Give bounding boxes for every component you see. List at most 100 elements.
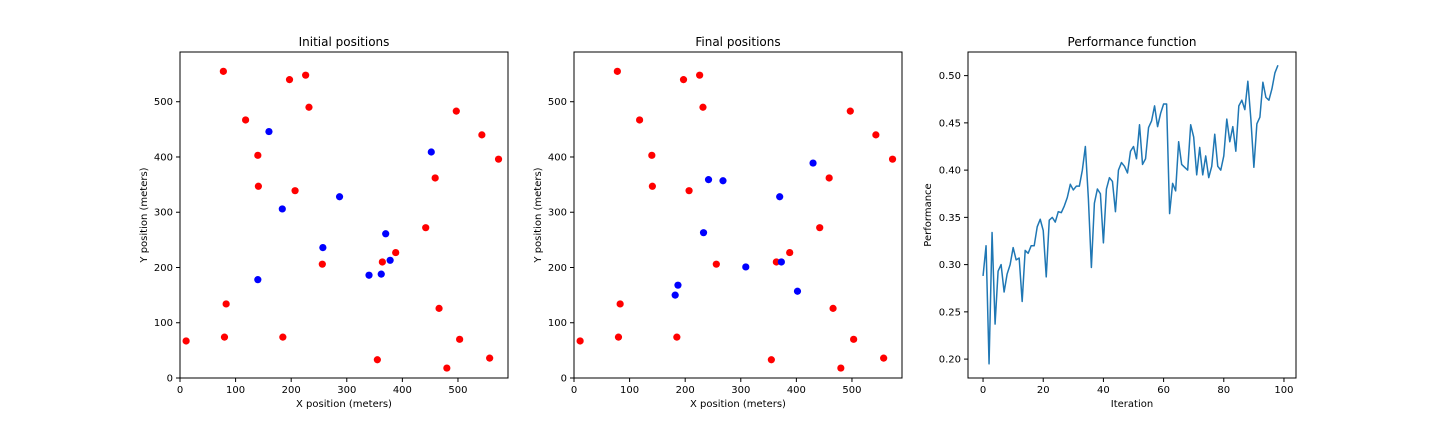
scatter-point: [478, 131, 486, 139]
scatter-point: [302, 71, 310, 79]
y-axis-label: Performance: [923, 183, 934, 246]
scatter-point: [616, 300, 624, 308]
scatter-point: [319, 244, 327, 252]
scatter-point: [679, 76, 688, 84]
scatter-point: [254, 276, 262, 284]
scatter-point: [648, 182, 656, 190]
scatter-point: [772, 258, 780, 266]
scatter-point: [613, 67, 621, 75]
scatter-point: [265, 127, 273, 136]
scatter-point: [846, 107, 854, 115]
x-tick-label: 0: [980, 385, 986, 396]
panel-title: Initial positions: [299, 35, 390, 49]
x-tick-label: 200: [676, 385, 695, 396]
y-tick-label: 200: [154, 263, 173, 274]
y-tick-label: 400: [154, 152, 173, 163]
x-axis-label: X position (meters): [296, 399, 392, 410]
x-tick-label: 20: [1037, 385, 1050, 396]
scatter-point: [850, 335, 858, 343]
scatter-point: [386, 256, 394, 264]
scatter-point: [365, 271, 373, 279]
x-tick-label: 100: [226, 385, 245, 396]
scatter-point: [880, 354, 888, 362]
scatter-point: [837, 364, 845, 372]
y-tick-label: 0.20: [939, 355, 961, 366]
panel-title: Performance function: [1068, 35, 1197, 49]
plot-frame: [179, 51, 509, 379]
x-tick-label: 300: [337, 385, 356, 396]
scatter-point: [776, 193, 784, 201]
x-axis-label: Iteration: [1111, 399, 1153, 410]
scatter-point: [888, 155, 897, 163]
x-tick-label: 0: [571, 385, 577, 396]
scatter-point: [696, 71, 704, 79]
y-axis-label: Y position (meters): [533, 167, 544, 263]
scatter-point: [786, 248, 794, 257]
scatter-point: [829, 304, 837, 312]
scatter-point: [742, 263, 750, 271]
x-tick-label: 0: [177, 385, 183, 396]
scatter-point: [674, 281, 682, 289]
y-tick-label: 0: [167, 374, 173, 385]
y-tick-label: 500: [154, 97, 173, 108]
scatter-point: [182, 337, 190, 345]
tick-group: 0 100 200 300 400 500 0 100 200 300 400 500: [548, 97, 862, 396]
scatter-point: [685, 187, 693, 195]
performance-line: [982, 64, 1279, 365]
x-tick-label: 400: [787, 385, 806, 396]
scatter-point: [335, 193, 344, 201]
scatter-point: [254, 151, 262, 159]
scatter-point: [279, 333, 287, 341]
scatter-point: [305, 103, 313, 111]
plot-frame: [573, 51, 903, 379]
scatter-point: [377, 270, 385, 278]
scatter-point: [452, 107, 460, 115]
scatter-point: [278, 205, 286, 213]
scatter-point: [614, 333, 623, 341]
y-tick-label: 0.50: [939, 71, 961, 82]
y-axis-label: Y position (meters): [139, 167, 150, 263]
scatter-point: [671, 291, 679, 299]
scatter-point: [816, 224, 824, 232]
scatter-point: [382, 230, 390, 238]
x-tick-label: 80: [1217, 385, 1230, 396]
scatter-point: [793, 287, 802, 295]
mark-group: [576, 67, 897, 372]
x-tick-label: 60: [1157, 385, 1170, 396]
scatter-point: [719, 177, 727, 185]
scatter-point: [443, 364, 451, 372]
y-tick-label: 300: [548, 208, 567, 219]
y-tick-label: 400: [548, 152, 567, 163]
scatter-point: [767, 356, 775, 364]
scatter-point: [285, 76, 294, 84]
scatter-point: [825, 174, 833, 182]
scatter-point: [636, 116, 644, 124]
x-tick-label: 200: [282, 385, 301, 396]
y-tick-label: 100: [154, 318, 173, 329]
tick-group: 0 20 40 60 80 100 0.20 0.25 0.30 0.35 0.40 0.45 0.50: [939, 71, 1294, 396]
scatter-point: [318, 260, 326, 268]
y-tick-label: 200: [548, 263, 567, 274]
scatter-point: [222, 300, 230, 308]
scatter-point: [809, 159, 817, 167]
x-tick-label: 300: [731, 385, 750, 396]
x-axis-label: X position (meters): [690, 399, 786, 410]
scatter-point: [704, 176, 713, 184]
scatter-point: [699, 229, 708, 237]
y-tick-label: 100: [548, 318, 567, 329]
scatter-point: [378, 258, 386, 266]
scatter-point: [712, 260, 720, 268]
y-tick-label: 0: [561, 374, 567, 385]
scatter-point: [456, 335, 464, 343]
scatter-point: [220, 333, 229, 341]
scatter-point: [422, 224, 430, 232]
panel-title: Final positions: [695, 35, 780, 49]
x-tick-label: 100: [620, 385, 639, 396]
scatter-point: [777, 258, 785, 266]
scatter-point: [431, 174, 439, 182]
scatter-point: [494, 155, 503, 163]
performance-function-panel: Performance function Iteration Performan…: [923, 35, 1297, 410]
y-tick-label: 500: [548, 97, 567, 108]
plot-frame: [967, 51, 1297, 379]
scatter-point: [872, 131, 880, 139]
